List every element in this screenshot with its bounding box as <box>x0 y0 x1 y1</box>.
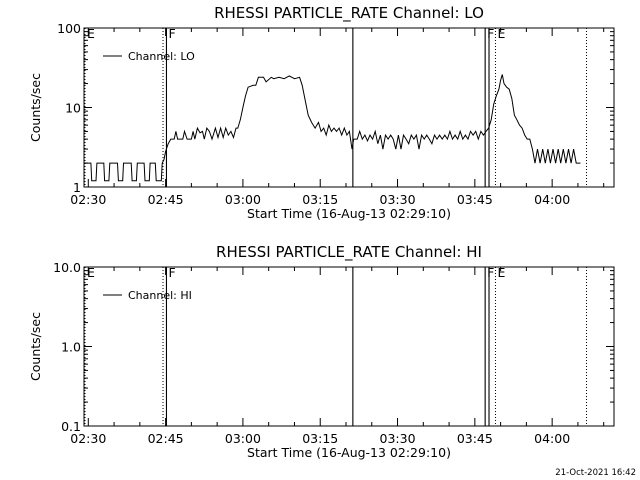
event-marker-label: E <box>497 26 505 41</box>
series-line <box>84 74 581 182</box>
y-tick-label: 10 <box>65 101 81 116</box>
event-marker-label: F <box>168 26 175 41</box>
hi-channel-panel: RHESSI PARTICLE_RATE Channel: HI 02:30 02:… <box>28 243 615 460</box>
event-marker-label: E <box>87 26 95 41</box>
x-tick-label: 03:15 <box>302 431 338 446</box>
x-tick-label: 02:45 <box>148 192 184 207</box>
y-tick-label: 0.1 <box>61 419 81 434</box>
chart-title: RHESSI PARTICLE_RATE Channel: LO <box>214 4 484 23</box>
x-axis-label: Start Time (16-Aug-13 02:29:10) <box>247 206 451 221</box>
x-tick-label: 04:00 <box>534 192 570 207</box>
x-tick-label: 03:45 <box>457 192 493 207</box>
x-tick-label: 03:00 <box>225 192 261 207</box>
x-tick-label: 02:30 <box>70 431 106 446</box>
event-marker-label: F <box>487 26 494 41</box>
event-marker-label: E <box>497 265 505 280</box>
x-tick-label: 03:45 <box>457 431 493 446</box>
y-tick-label: 100 <box>57 21 81 36</box>
x-tick-label: 02:30 <box>70 192 106 207</box>
x-tick-label: 04:00 <box>534 431 570 446</box>
footer-timestamp: 21-Oct-2021 16:42 <box>555 468 636 478</box>
x-tick-label: 02:45 <box>148 431 184 446</box>
event-marker-label: F <box>168 265 175 280</box>
y-axis-label: Counts/sec <box>28 312 43 381</box>
event-marker-label: E <box>87 265 95 280</box>
lo-channel-panel: RHESSI PARTICLE_RATE Channel: LO 02:30 02:… <box>28 4 615 221</box>
x-tick-label: 03:30 <box>380 431 416 446</box>
x-axis-label: Start Time (16-Aug-13 02:29:10) <box>247 445 451 460</box>
event-marker-label: F <box>487 265 494 280</box>
y-tick-label: 1.0 <box>61 340 81 355</box>
x-tick-label: 03:00 <box>225 431 261 446</box>
chart-title: RHESSI PARTICLE_RATE Channel: HI <box>216 243 482 262</box>
x-tick-label: 03:30 <box>380 192 416 207</box>
y-tick-label: 10.0 <box>53 260 81 275</box>
y-axis-label: Counts/sec <box>28 73 43 142</box>
legend-label: Channel: HI <box>128 289 192 302</box>
legend-label: Channel: LO <box>128 50 195 63</box>
y-tick-label: 1 <box>73 180 81 195</box>
x-tick-label: 03:15 <box>302 192 338 207</box>
